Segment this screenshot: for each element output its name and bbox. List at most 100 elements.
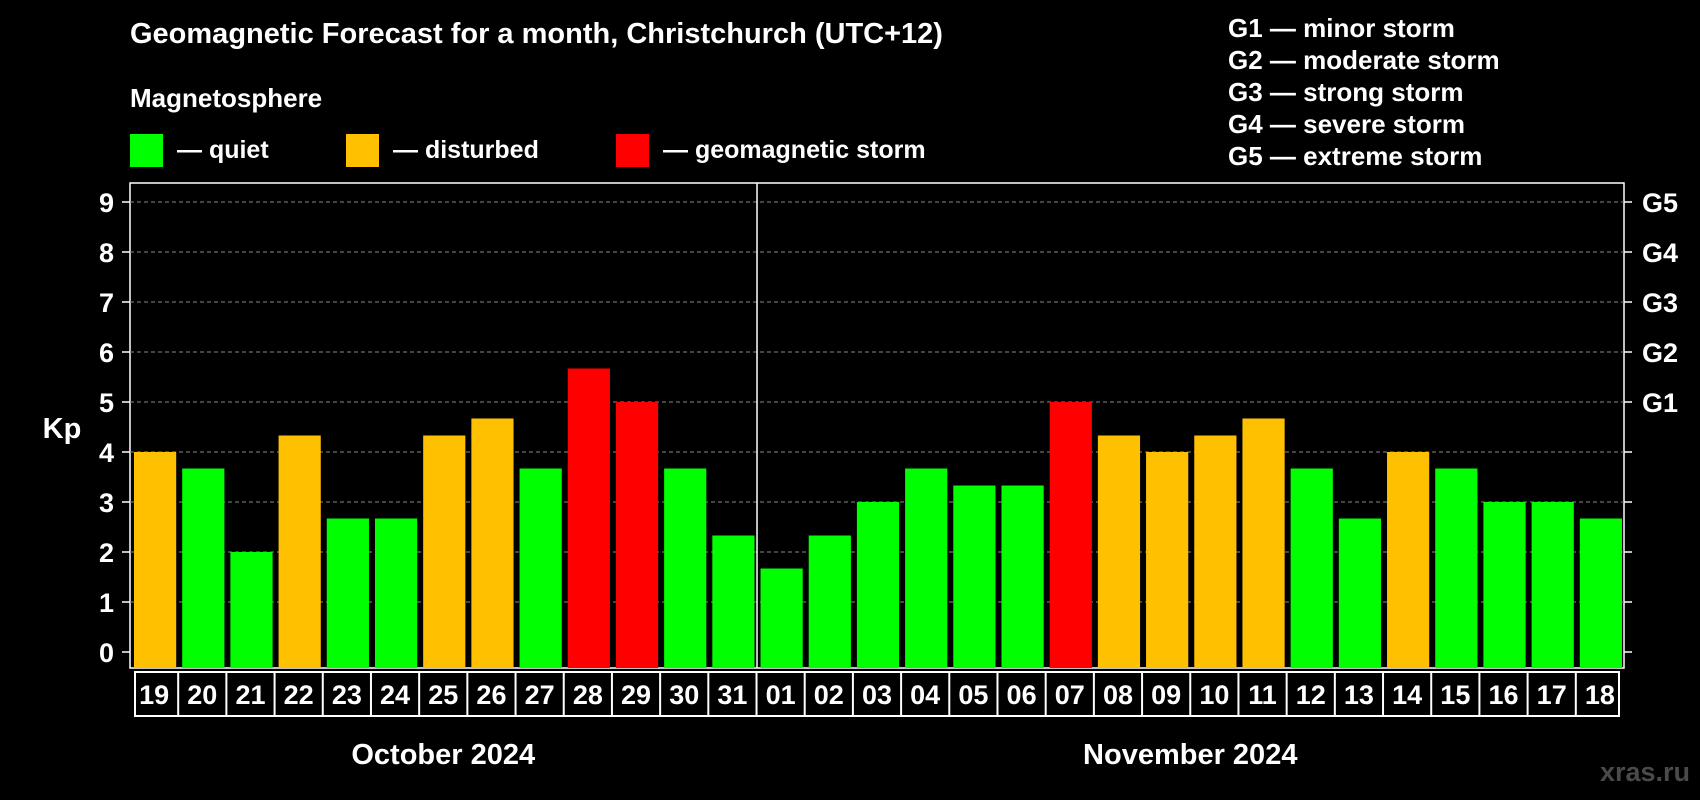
date-label: 11 [1248, 680, 1277, 710]
kp-bar [856, 502, 900, 668]
kp-bar [1338, 518, 1382, 668]
legend-item-quiet: — quiet [130, 133, 269, 167]
date-label: 25 [428, 680, 458, 710]
legend-label-quiet: — quiet [177, 135, 269, 164]
y-tick-label: 2 [99, 538, 114, 568]
date-axis-box [134, 671, 1620, 717]
date-label: 29 [621, 680, 651, 710]
storm-swatch [616, 133, 649, 167]
y-tick-label: 4 [99, 438, 114, 468]
date-label: 01 [766, 680, 796, 710]
kp-bar [1049, 402, 1092, 668]
date-label: 16 [1488, 680, 1518, 710]
month-label: October 2024 [351, 739, 535, 771]
date-label: 17 [1537, 680, 1567, 710]
storm-scale-g2: G2 — moderate storm [1228, 45, 1500, 75]
y-tick-label: 9 [99, 188, 114, 218]
y-tick-label: 6 [99, 338, 114, 368]
date-label: 08 [1103, 680, 1133, 710]
chart-title: Geomagnetic Forecast for a month, Christ… [130, 18, 943, 50]
date-label: 19 [139, 680, 169, 710]
date-label: 30 [669, 680, 699, 710]
kp-bar [374, 518, 418, 668]
date-label: 05 [958, 680, 988, 710]
right-axis-label: G5 [1642, 188, 1678, 218]
date-label: 02 [814, 680, 844, 710]
kp-bar [760, 568, 803, 668]
date-label: 06 [1007, 680, 1037, 710]
date-label: 03 [862, 680, 892, 710]
date-label: 04 [910, 680, 940, 710]
date-label: 13 [1344, 680, 1374, 710]
date-label: 23 [332, 680, 362, 710]
kp-bar [567, 368, 610, 668]
kp-bar [423, 435, 466, 668]
kp-bar [1483, 502, 1526, 668]
storm-scale-g4: G4 — severe storm [1228, 109, 1466, 139]
y-tick-label: 8 [99, 238, 114, 268]
legend-heading: Magnetosphere [130, 83, 323, 113]
kp-bar [182, 468, 225, 668]
kp-bar [1435, 468, 1478, 668]
kp-bar [1097, 435, 1141, 668]
date-label: 10 [1199, 680, 1229, 710]
date-label: 24 [380, 680, 410, 710]
right-axis-label: G1 [1642, 388, 1678, 418]
storm-scale-g3: G3 — strong storm [1228, 77, 1464, 107]
date-label: 28 [573, 680, 603, 710]
legend-label-storm: — geomagnetic storm [663, 135, 926, 164]
kp-bar [1579, 518, 1622, 668]
disturbed-swatch [346, 133, 379, 167]
storm-scale-g1: G1 — minor storm [1228, 13, 1455, 43]
kp-bar [615, 402, 659, 668]
y-tick-label: 1 [99, 588, 114, 618]
legend-item-storm: — geomagnetic storm [616, 133, 926, 167]
y-axis-label: Kp [43, 413, 82, 445]
right-axis-label: G4 [1642, 238, 1678, 268]
kp-bar [230, 552, 273, 668]
right-axis-label: G3 [1642, 288, 1678, 318]
date-label: 09 [1151, 680, 1181, 710]
kp-bar [519, 468, 562, 668]
right-axis-label: G2 [1642, 338, 1678, 368]
kp-bar [1290, 468, 1333, 668]
legend-label-disturbed: — disturbed [393, 135, 539, 164]
date-label: 15 [1440, 680, 1470, 710]
date-label: 31 [717, 680, 747, 710]
kp-bar [1001, 485, 1044, 668]
kp-bar [134, 452, 177, 668]
quiet-swatch [130, 133, 163, 167]
kp-bar [905, 468, 948, 668]
kp-bar [808, 535, 851, 668]
kp-bar [1194, 435, 1237, 668]
date-label: 26 [476, 680, 506, 710]
kp-bar [1146, 452, 1189, 668]
kp-bar [1242, 418, 1285, 668]
kp-bar [326, 518, 369, 668]
y-tick-label: 5 [99, 388, 114, 418]
kp-bar [278, 435, 321, 668]
kp-bar [712, 535, 755, 668]
date-label: 14 [1392, 680, 1422, 710]
y-tick-label: 7 [99, 288, 114, 318]
kp-bar [664, 468, 707, 668]
storm-scale-legend: G1 — minor storm G2 — moderate storm G3 … [1228, 12, 1500, 172]
date-label: 20 [187, 680, 217, 710]
date-label: 27 [525, 680, 555, 710]
kp-bar [953, 485, 996, 668]
kp-bar [1387, 452, 1430, 668]
storm-scale-g5: G5 — extreme storm [1228, 141, 1483, 171]
watermark: xras.ru [1599, 757, 1690, 787]
date-label: 12 [1296, 680, 1326, 710]
y-tick-label: 3 [99, 488, 114, 518]
date-label: 21 [235, 680, 265, 710]
date-label: 22 [284, 680, 314, 710]
date-label: 18 [1585, 680, 1615, 710]
legend-item-disturbed: — disturbed [346, 133, 539, 167]
date-label: 07 [1055, 680, 1085, 710]
kp-bar [471, 418, 514, 668]
kp-bar [1531, 502, 1574, 668]
month-label: November 2024 [1083, 739, 1297, 771]
y-tick-label: 0 [99, 638, 114, 668]
